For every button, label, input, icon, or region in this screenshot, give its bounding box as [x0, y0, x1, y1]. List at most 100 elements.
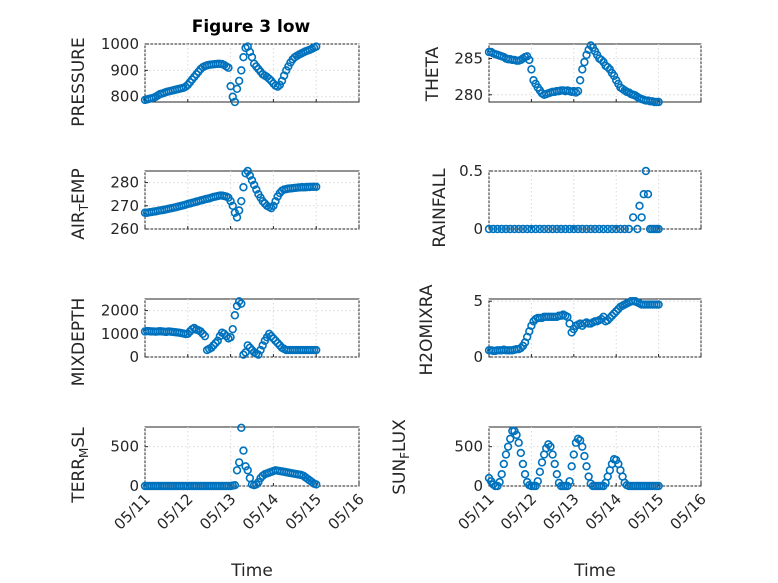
data-point	[501, 450, 511, 459]
data-point	[232, 301, 242, 311]
data-point	[552, 224, 562, 234]
data-point	[624, 224, 634, 234]
data-point	[569, 450, 578, 459]
data-point	[516, 343, 525, 353]
data-point	[580, 451, 589, 461]
data-point	[531, 224, 540, 234]
data-point	[609, 71, 619, 81]
subplot-top-right: 280 285 THETA	[423, 41, 702, 107]
y-tick-label: 5	[473, 292, 483, 310]
data-point	[569, 224, 578, 234]
subplot-row3-left: 0 1000 2000 MIXDEPTH	[69, 297, 360, 386]
data-point	[499, 459, 509, 469]
data-point	[312, 345, 321, 355]
data-point	[567, 462, 576, 471]
data-point	[211, 338, 220, 348]
data-point	[234, 458, 244, 467]
data-point	[224, 63, 233, 72]
data-point	[590, 224, 600, 234]
data-point	[273, 82, 282, 91]
data-point	[209, 341, 218, 350]
data-point	[628, 213, 638, 222]
data-point	[219, 329, 229, 338]
data-point	[633, 224, 642, 234]
data-point	[228, 324, 237, 334]
y-tick-label: 0	[129, 348, 139, 366]
data-point	[506, 434, 515, 443]
data-point	[512, 430, 521, 440]
data-point	[226, 196, 235, 206]
data-point	[234, 297, 244, 306]
data-point	[497, 224, 506, 234]
data-point	[501, 224, 511, 234]
data-point	[237, 66, 246, 75]
subplot-row2-left: 260 270 280 AIRTEMP	[69, 166, 360, 240]
data-point	[230, 311, 240, 320]
data-point	[527, 65, 536, 74]
data-point	[237, 196, 246, 206]
x-axis-label: Time	[573, 561, 616, 581]
data-point	[514, 224, 523, 234]
data-point	[243, 166, 252, 176]
data-point	[637, 213, 646, 222]
y-tick-label: 0	[473, 477, 483, 495]
data-point	[527, 224, 536, 234]
subplot-row3-right: 0 5 H2OMIXRA	[417, 284, 702, 376]
data-point	[641, 166, 651, 176]
axes-box	[144, 298, 360, 358]
data-point	[586, 41, 595, 50]
data-point	[550, 459, 559, 469]
axes-box	[144, 170, 360, 230]
y-tick-label: 2000	[101, 302, 139, 320]
data-point	[535, 224, 545, 234]
data-point	[198, 329, 207, 338]
data-point	[597, 55, 606, 65]
data-point	[561, 224, 570, 234]
data-point	[252, 480, 261, 489]
y-tick-label: 900	[110, 61, 139, 79]
data-point	[213, 336, 222, 345]
data-point	[535, 467, 545, 477]
y-axis-label: TERRMSL	[69, 427, 91, 504]
data-point	[565, 224, 574, 234]
data-point	[226, 333, 235, 342]
data-point	[252, 185, 261, 194]
data-point	[565, 477, 574, 486]
data-point	[586, 224, 595, 234]
data-point	[239, 183, 248, 192]
data-point	[563, 481, 572, 491]
data-point	[489, 224, 498, 234]
data-point	[611, 307, 621, 316]
data-point	[578, 224, 587, 234]
y-tick-label: 0	[129, 477, 139, 495]
data-point	[584, 472, 593, 481]
data-point	[273, 338, 282, 348]
y-tick-label: 500	[454, 438, 483, 456]
data-point	[609, 309, 619, 318]
data-point	[258, 341, 267, 350]
data-point	[654, 97, 663, 107]
y-tick-label: 270	[110, 197, 139, 215]
data-point	[544, 440, 553, 449]
data-point	[264, 329, 274, 338]
data-point	[267, 331, 276, 341]
data-point	[222, 331, 231, 341]
y-tick-label: 260	[110, 220, 139, 238]
axes-box	[144, 426, 360, 487]
data-point	[518, 459, 528, 469]
data-point	[243, 341, 252, 350]
data-point	[525, 55, 534, 65]
data-point	[256, 345, 265, 355]
data-point	[639, 190, 648, 199]
data-point	[575, 76, 585, 85]
data-point	[514, 438, 523, 447]
data-point	[573, 86, 583, 96]
data-point	[247, 176, 257, 185]
data-point	[237, 423, 246, 432]
data-point	[599, 224, 608, 234]
data-point	[548, 224, 557, 234]
y-tick-label: 500	[110, 438, 139, 456]
y-tick-label: 800	[110, 88, 139, 106]
data-point	[181, 82, 190, 91]
